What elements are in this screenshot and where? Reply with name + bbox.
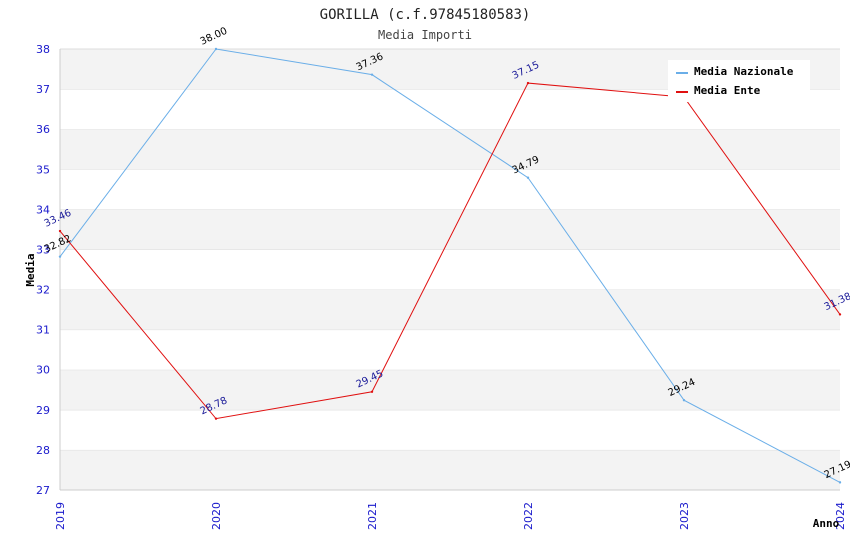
data-point bbox=[214, 417, 218, 420]
x-axis-title: Anno bbox=[813, 517, 840, 530]
data-point bbox=[838, 313, 842, 316]
data-point bbox=[214, 47, 218, 51]
grid-band bbox=[60, 169, 840, 210]
y-axis-title: Media bbox=[24, 253, 37, 286]
y-tick-label: 27 bbox=[36, 484, 50, 497]
y-tick-label: 38 bbox=[36, 43, 50, 56]
x-tick-labels: 2019 2020 2021 2022 2023 2024 bbox=[54, 502, 847, 530]
grid-band bbox=[60, 329, 840, 370]
y-tick-label: 37 bbox=[36, 83, 50, 96]
data-label: 38.00 bbox=[199, 26, 230, 48]
y-tick-label: 35 bbox=[36, 163, 50, 176]
grid-band bbox=[60, 449, 840, 490]
data-point bbox=[682, 398, 686, 402]
chart-title: GORILLA (c.f.97845180583) bbox=[320, 7, 531, 23]
data-point bbox=[526, 176, 530, 179]
x-tick-label: 2024 bbox=[834, 502, 847, 530]
grid-bands bbox=[60, 48, 840, 490]
y-tick-label: 29 bbox=[36, 404, 50, 417]
data-point bbox=[526, 81, 530, 85]
x-tick-label: 2021 bbox=[366, 502, 379, 530]
x-tick-label: 2023 bbox=[678, 502, 691, 530]
x-tick-label: 2022 bbox=[522, 502, 535, 530]
grid-band bbox=[60, 129, 840, 170]
data-point bbox=[838, 481, 842, 484]
series-lines bbox=[58, 47, 842, 484]
y-tick-label: 28 bbox=[36, 444, 50, 457]
y-tick-label: 32 bbox=[36, 284, 50, 297]
legend: Media Nazionale Media Ente bbox=[668, 60, 810, 102]
grid-band bbox=[60, 369, 840, 410]
data-point bbox=[58, 229, 62, 233]
y-tick-label: 34 bbox=[36, 203, 50, 216]
legend-box bbox=[668, 60, 810, 102]
y-tick-label: 30 bbox=[36, 364, 50, 377]
grid-band bbox=[60, 209, 840, 250]
x-tick-label: 2020 bbox=[210, 502, 223, 530]
axes bbox=[59, 49, 840, 491]
series-line-1 bbox=[59, 48, 841, 483]
data-point bbox=[58, 255, 62, 258]
series-line-2 bbox=[59, 82, 841, 420]
chart-subtitle: Media Importi bbox=[378, 28, 472, 42]
y-tick-label: 31 bbox=[36, 324, 50, 337]
y-tick-label: 33 bbox=[36, 243, 50, 256]
y-tick-labels: 27 28 29 30 31 32 33 34 35 36 37 38 bbox=[36, 43, 50, 497]
grid-band bbox=[60, 289, 840, 330]
y-tick-label: 36 bbox=[36, 123, 50, 136]
legend-label: Media Nazionale bbox=[694, 65, 794, 78]
data-point bbox=[370, 390, 374, 393]
grid-band bbox=[60, 409, 840, 450]
data-point bbox=[370, 73, 374, 76]
grid-band bbox=[60, 249, 840, 290]
x-tick-label: 2019 bbox=[54, 502, 67, 530]
legend-label: Media Ente bbox=[694, 84, 761, 97]
